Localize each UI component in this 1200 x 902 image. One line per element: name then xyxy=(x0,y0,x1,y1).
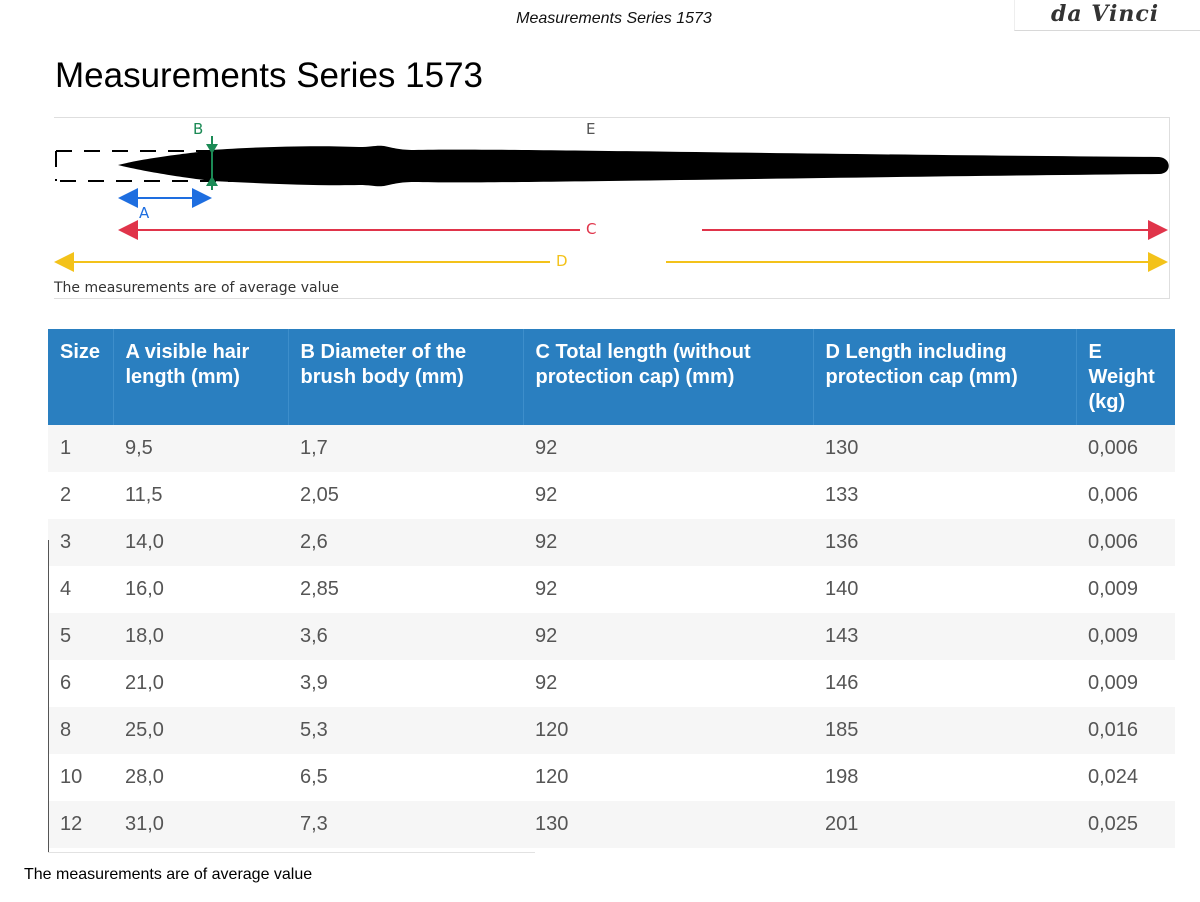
cell-d: 130 xyxy=(813,425,1076,472)
cell-b: 5,3 xyxy=(288,707,523,754)
cell-size: 5 xyxy=(48,613,113,660)
cell-c: 120 xyxy=(523,754,813,801)
cell-size: 1 xyxy=(48,425,113,472)
cell-c: 92 xyxy=(523,425,813,472)
logo-text: da Vinci xyxy=(1051,1,1160,27)
cell-c: 120 xyxy=(523,707,813,754)
cell-b: 1,7 xyxy=(288,425,523,472)
table-row: 6 21,0 3,9 92 146 0,009 xyxy=(48,660,1175,707)
cell-e: 0,016 xyxy=(1076,707,1175,754)
cell-size: 4 xyxy=(48,566,113,613)
cell-e: 0,006 xyxy=(1076,425,1175,472)
col-header-size: Size xyxy=(48,329,113,425)
cell-a: 16,0 xyxy=(113,566,288,613)
cell-d: 146 xyxy=(813,660,1076,707)
cell-b: 2,6 xyxy=(288,519,523,566)
cell-d: 140 xyxy=(813,566,1076,613)
diagram-note: The measurements are of average value xyxy=(54,280,339,296)
cell-a: 18,0 xyxy=(113,613,288,660)
cell-d: 136 xyxy=(813,519,1076,566)
cell-c: 92 xyxy=(523,519,813,566)
cell-size: 12 xyxy=(48,801,113,848)
page-title: Measurements Series 1573 xyxy=(55,56,483,95)
table-row: 5 18,0 3,6 92 143 0,009 xyxy=(48,613,1175,660)
table-row: 2 11,5 2,05 92 133 0,006 xyxy=(48,472,1175,519)
cell-d: 143 xyxy=(813,613,1076,660)
cell-size: 6 xyxy=(48,660,113,707)
cell-b: 6,5 xyxy=(288,754,523,801)
table-body: 1 9,5 1,7 92 130 0,006 2 11,5 2,05 92 133 0,006 3 14,… xyxy=(48,425,1175,848)
cell-d: 185 xyxy=(813,707,1076,754)
cell-c: 92 xyxy=(523,472,813,519)
cell-e: 0,006 xyxy=(1076,519,1175,566)
footer-note: The measurements are of average value xyxy=(24,866,313,883)
col-header-c: C Total length (without protection cap) … xyxy=(522,329,813,425)
cell-b: 3,9 xyxy=(288,660,523,707)
cell-a: 25,0 xyxy=(113,707,288,754)
cell-e: 0,006 xyxy=(1076,472,1175,519)
cell-e: 0,025 xyxy=(1076,801,1175,848)
label-a: A xyxy=(139,204,150,222)
col-header-d: D Length including protection cap (mm) xyxy=(812,329,1076,425)
measurements-table: Size A visible hair length (mm) B Diamet… xyxy=(48,329,1175,848)
table-row: 8 25,0 5,3 120 185 0,016 xyxy=(48,707,1175,754)
table-row: 12 31,0 7,3 130 201 0,025 xyxy=(48,801,1175,848)
cell-size: 2 xyxy=(48,472,113,519)
table-row: 3 14,0 2,6 92 136 0,006 xyxy=(48,519,1175,566)
brush-diagram-svg xyxy=(54,136,1169,272)
cell-a: 11,5 xyxy=(113,472,288,519)
cell-d: 198 xyxy=(813,754,1076,801)
table-row: 1 9,5 1,7 92 130 0,006 xyxy=(48,425,1175,472)
left-rule xyxy=(48,540,49,852)
table-header-row: Size A visible hair length (mm) B Diamet… xyxy=(48,329,1175,425)
cell-a: 21,0 xyxy=(113,660,288,707)
brush-diagram: B E A C D The measurements are of averag… xyxy=(54,117,1170,299)
label-e: E xyxy=(586,120,596,138)
col-header-b: B Diameter of the brush body (mm) xyxy=(287,329,523,425)
cell-a: 9,5 xyxy=(113,425,288,472)
cell-d: 133 xyxy=(813,472,1076,519)
cell-size: 10 xyxy=(48,754,113,801)
cell-e: 0,024 xyxy=(1076,754,1175,801)
col-header-e: E Weight (kg) xyxy=(1075,329,1175,425)
brush-silhouette xyxy=(118,145,1169,187)
cell-b: 7,3 xyxy=(288,801,523,848)
cell-e: 0,009 xyxy=(1076,613,1175,660)
protection-cap-outline xyxy=(55,150,290,182)
b-arrow-down xyxy=(206,144,218,154)
cell-b: 2,05 xyxy=(288,472,523,519)
cell-a: 14,0 xyxy=(113,519,288,566)
cell-size: 8 xyxy=(48,707,113,754)
col-header-a: A visible hair length (mm) xyxy=(112,329,288,425)
table-row: 4 16,0 2,85 92 140 0,009 xyxy=(48,566,1175,613)
brand-logo: da Vinci xyxy=(1014,0,1200,31)
bottom-rule xyxy=(48,852,535,853)
label-d: D xyxy=(556,252,568,270)
cell-d: 201 xyxy=(813,801,1076,848)
cell-a: 28,0 xyxy=(113,754,288,801)
cell-e: 0,009 xyxy=(1076,566,1175,613)
cell-a: 31,0 xyxy=(113,801,288,848)
cell-c: 92 xyxy=(523,613,813,660)
table-row: 10 28,0 6,5 120 198 0,024 xyxy=(48,754,1175,801)
cell-c: 130 xyxy=(523,801,813,848)
cell-c: 92 xyxy=(523,660,813,707)
b-arrow-up xyxy=(206,176,218,186)
label-b: B xyxy=(193,120,204,138)
cell-b: 2,85 xyxy=(288,566,523,613)
cell-c: 92 xyxy=(523,566,813,613)
header-title: Measurements Series 1573 xyxy=(516,10,712,27)
cell-size: 3 xyxy=(48,519,113,566)
label-c: C xyxy=(586,220,597,238)
cell-e: 0,009 xyxy=(1076,660,1175,707)
cell-b: 3,6 xyxy=(288,613,523,660)
